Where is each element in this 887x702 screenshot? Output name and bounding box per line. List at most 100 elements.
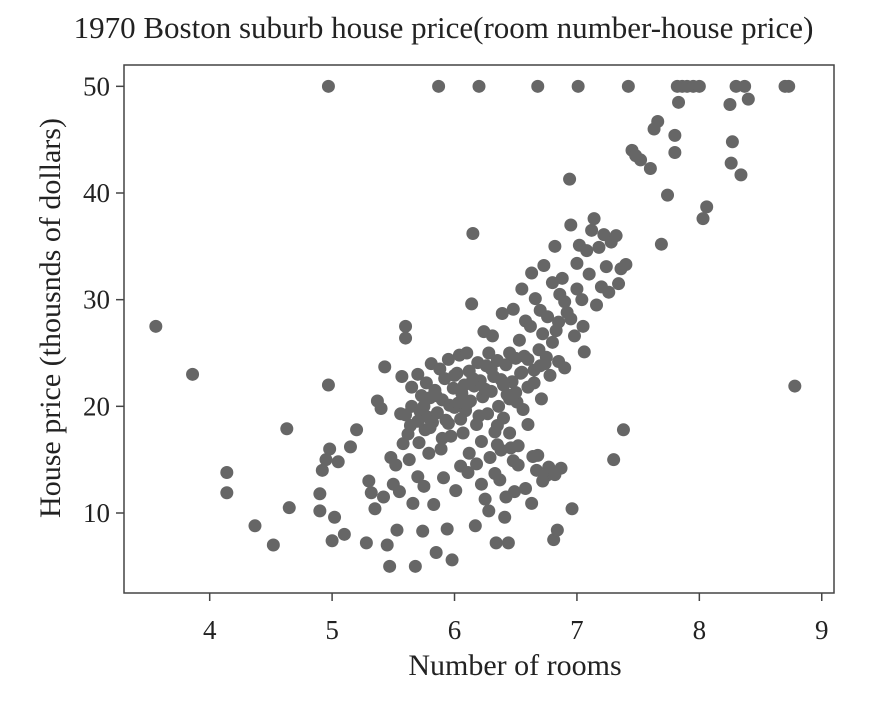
data-point [432, 79, 446, 93]
data-points [149, 79, 802, 573]
data-point [528, 292, 542, 306]
data-point [433, 362, 447, 376]
data-point [587, 212, 601, 226]
data-point [402, 453, 416, 467]
x-axis-ticks: 4 5 6 7 8 9 [203, 593, 829, 645]
data-point [364, 486, 378, 500]
data-point [331, 455, 345, 469]
data-point [266, 538, 280, 552]
data-point [577, 345, 591, 359]
data-point [496, 378, 510, 392]
data-point [430, 406, 444, 420]
data-point [441, 352, 455, 366]
data-point [723, 97, 737, 111]
x-tick-label: 9 [815, 615, 829, 645]
data-point [788, 379, 802, 393]
data-point [521, 352, 535, 366]
data-point [590, 298, 604, 312]
data-point [700, 200, 714, 214]
data-point [186, 367, 200, 381]
data-point [548, 468, 562, 482]
data-point [525, 496, 539, 510]
data-point [472, 409, 486, 423]
y-tick-label: 40 [83, 178, 110, 208]
data-point [374, 401, 388, 415]
data-point [323, 442, 337, 456]
data-point [548, 239, 562, 253]
data-point [503, 426, 517, 440]
data-point [696, 212, 710, 226]
data-point [456, 426, 470, 440]
data-point [668, 145, 682, 159]
data-point [599, 260, 613, 274]
data-point [378, 360, 392, 374]
data-point [536, 327, 550, 341]
data-point [602, 285, 616, 299]
data-point [506, 454, 520, 468]
data-point [654, 237, 668, 251]
data-point [499, 490, 513, 504]
y-axis-ticks: 10 20 30 40 50 [83, 71, 124, 528]
data-point [612, 277, 626, 291]
data-point [531, 448, 545, 462]
data-point [692, 79, 706, 93]
x-tick-label: 5 [325, 615, 339, 645]
data-point [435, 431, 449, 445]
data-point [509, 385, 523, 399]
data-point [440, 522, 454, 536]
data-point [515, 282, 529, 296]
data-point [498, 510, 512, 524]
data-point [220, 486, 234, 500]
data-point [616, 423, 630, 437]
data-point [516, 403, 530, 417]
data-point [319, 453, 333, 467]
data-point [396, 437, 410, 451]
data-point [460, 397, 474, 411]
data-point [417, 479, 431, 493]
data-point [724, 156, 738, 170]
data-point [567, 329, 581, 343]
data-point [523, 319, 537, 333]
data-point [280, 422, 294, 436]
data-point [434, 442, 448, 456]
data-point [545, 335, 559, 349]
data-point [734, 168, 748, 182]
data-point [389, 458, 403, 472]
data-point [495, 307, 509, 321]
data-point [422, 446, 436, 460]
data-point [423, 421, 437, 435]
data-point [377, 490, 391, 504]
data-point [543, 368, 557, 382]
data-point [621, 79, 635, 93]
data-point [411, 414, 425, 428]
data-point [484, 362, 498, 376]
data-point [537, 259, 551, 273]
data-point [552, 315, 566, 329]
data-point [582, 267, 596, 281]
data-point [515, 365, 529, 379]
data-point [462, 446, 476, 460]
data-point [634, 153, 648, 167]
data-point [570, 282, 584, 296]
data-point [563, 172, 577, 186]
data-point [478, 382, 492, 396]
data-point [362, 474, 376, 488]
data-point [668, 128, 682, 142]
data-point [468, 519, 482, 533]
data-point [782, 79, 796, 93]
data-point [405, 380, 419, 394]
data-point [460, 346, 474, 360]
data-point [429, 389, 443, 403]
data-point [465, 297, 479, 311]
data-point [368, 502, 382, 516]
data-point [499, 358, 513, 372]
data-point [725, 135, 739, 149]
data-point [558, 361, 572, 375]
plot-frame [123, 64, 835, 594]
data-point [519, 481, 533, 495]
data-point [470, 457, 484, 471]
data-point [564, 312, 578, 326]
data-point [427, 497, 441, 511]
x-tick-label: 7 [570, 615, 584, 645]
